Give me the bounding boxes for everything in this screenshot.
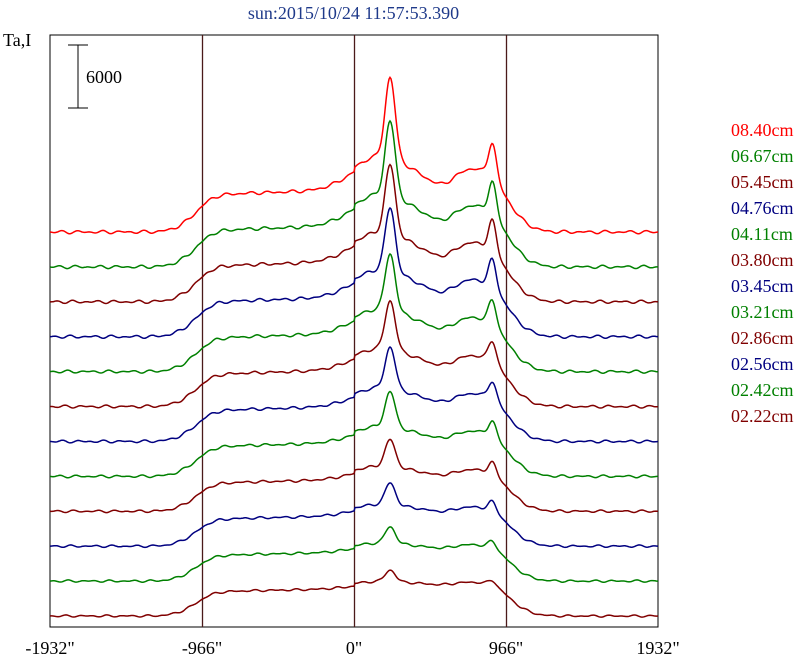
x-tick-label-4: 1932" <box>636 638 679 658</box>
legend-item-9: 02.56cm <box>731 354 794 374</box>
x-tick-label-1: -966" <box>182 638 222 658</box>
legend-item-8: 02.86cm <box>731 328 794 348</box>
vertical-reference-lines <box>201 35 508 627</box>
legend-item-5: 03.80cm <box>731 250 794 270</box>
legend-item-6: 03.45cm <box>731 276 794 296</box>
legend-item-0: 08.40cm <box>731 120 794 140</box>
legend: 08.40cm 06.67cm 05.45cm 04.76cm 04.11cm 03.80… <box>731 120 794 426</box>
legend-item-10: 02.42cm <box>731 380 794 400</box>
chart-title: sun:2015/10/24 11:57:53.390 <box>247 3 460 23</box>
legend-item-4: 04.11cm <box>731 224 793 244</box>
x-tick-label-2: 0" <box>346 638 362 658</box>
scale-bar: 6000 <box>68 44 122 109</box>
series-group <box>49 75 659 618</box>
x-tick-label-0: -1932" <box>25 638 74 658</box>
series-line-03.21cm <box>49 390 658 479</box>
series-line-02.86cm <box>49 438 659 514</box>
legend-item-3: 04.76cm <box>731 198 794 218</box>
x-tick-label-3: 966" <box>489 638 523 658</box>
series-line-03.80cm <box>50 299 659 409</box>
series-line-04.76cm <box>49 206 659 340</box>
series-line-04.11cm <box>49 252 659 374</box>
legend-item-2: 05.45cm <box>731 172 794 192</box>
legend-item-11: 02.22cm <box>731 406 794 426</box>
series-line-02.42cm <box>49 526 658 583</box>
legend-item-7: 03.21cm <box>731 302 794 322</box>
series-line-08.40cm <box>49 75 659 235</box>
series-line-02.22cm <box>49 569 659 618</box>
scale-bar-label: 6000 <box>86 67 122 87</box>
series-line-03.45cm <box>50 345 659 444</box>
legend-item-1: 06.67cm <box>731 146 794 166</box>
y-axis-label: Ta,I <box>3 30 32 50</box>
x-tick-labels: -1932" -966" 0" 966" 1932" <box>25 638 679 658</box>
series-line-05.45cm <box>49 163 659 305</box>
series-line-02.56cm <box>49 482 659 549</box>
series-line-06.67cm <box>49 119 658 270</box>
